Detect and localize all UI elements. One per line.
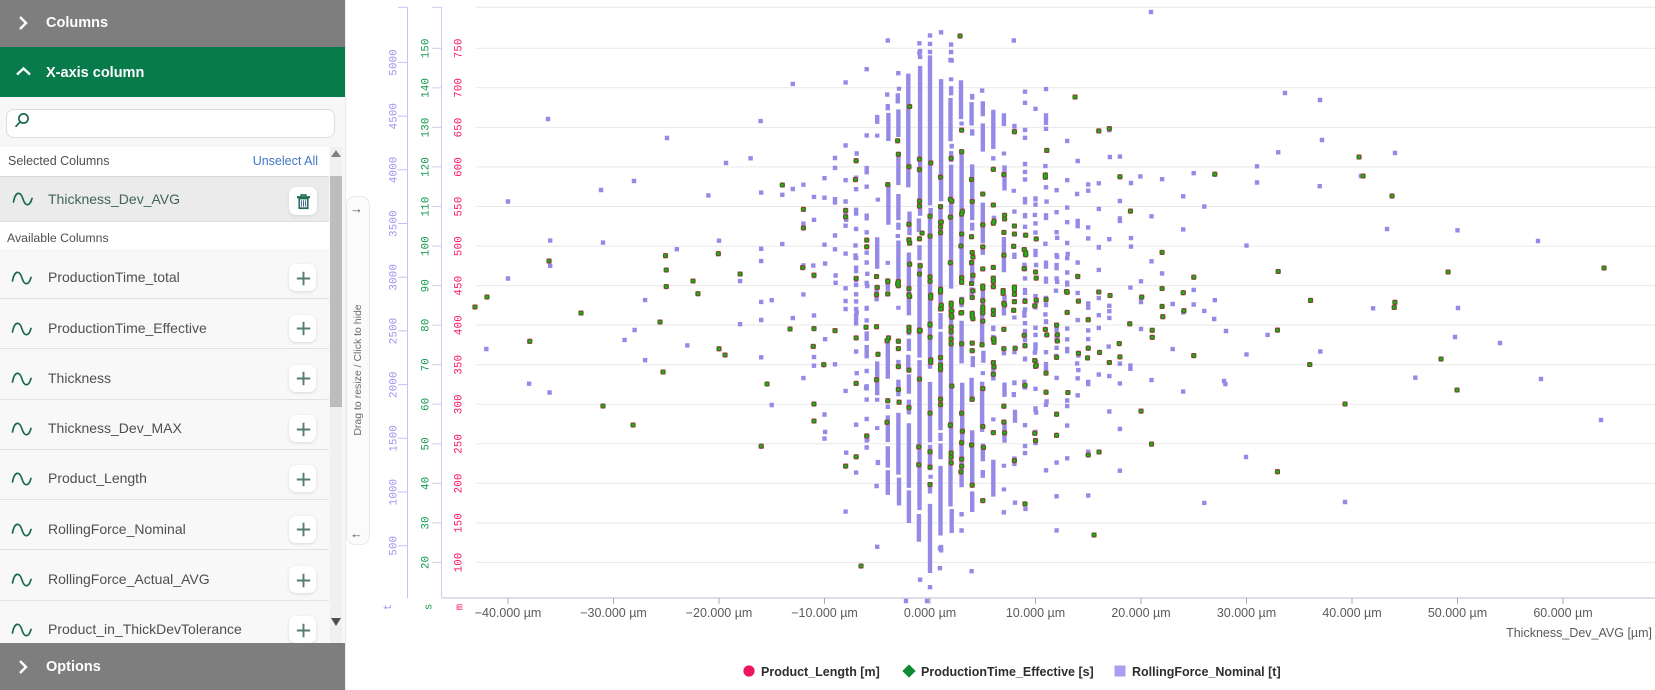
svg-text:30.000 µm: 30.000 µm <box>1217 606 1276 620</box>
svg-text:40.000 µm: 40.000 µm <box>1322 606 1381 620</box>
svg-text:130: 130 <box>421 117 433 137</box>
svg-text:150: 150 <box>454 513 466 533</box>
svg-text:−10.000 µm: −10.000 µm <box>791 606 858 620</box>
svg-text:20.000 µm: 20.000 µm <box>1111 606 1170 620</box>
svg-text:50: 50 <box>421 437 433 450</box>
svg-text:350: 350 <box>454 355 466 375</box>
svg-text:90: 90 <box>421 279 433 292</box>
svg-text:650: 650 <box>454 117 466 137</box>
svg-text:t: t <box>383 604 395 610</box>
svg-text:140: 140 <box>421 78 433 98</box>
svg-text:5000: 5000 <box>389 49 401 76</box>
svg-text:400: 400 <box>454 315 466 335</box>
svg-text:40: 40 <box>421 477 433 490</box>
svg-text:1500: 1500 <box>389 425 401 452</box>
svg-text:20: 20 <box>421 556 433 569</box>
svg-text:70: 70 <box>421 358 433 371</box>
svg-text:3000: 3000 <box>389 264 401 291</box>
svg-text:3500: 3500 <box>389 210 401 237</box>
svg-text:s: s <box>424 604 436 610</box>
svg-text:−20.000 µm: −20.000 µm <box>686 606 753 620</box>
svg-text:30: 30 <box>421 516 433 529</box>
svg-text:50.000 µm: 50.000 µm <box>1428 606 1487 620</box>
svg-text:250: 250 <box>454 434 466 454</box>
svg-text:100: 100 <box>421 236 433 256</box>
svg-text:4500: 4500 <box>389 103 401 130</box>
svg-text:60: 60 <box>421 398 433 411</box>
svg-text:1000: 1000 <box>389 479 401 506</box>
svg-text:2000: 2000 <box>389 371 401 398</box>
svg-text:ProductionTime_Effective [s]: ProductionTime_Effective [s] <box>921 665 1094 679</box>
svg-text:−30.000 µm: −30.000 µm <box>580 606 647 620</box>
svg-text:2500: 2500 <box>389 318 401 345</box>
svg-text:600: 600 <box>454 157 466 177</box>
svg-text:10.000 µm: 10.000 µm <box>1006 606 1065 620</box>
svg-text:110: 110 <box>421 197 433 217</box>
svg-text:500: 500 <box>389 536 401 556</box>
svg-text:m: m <box>455 604 467 610</box>
svg-text:500: 500 <box>454 236 466 256</box>
svg-text:750: 750 <box>454 38 466 58</box>
svg-text:4000: 4000 <box>389 156 401 183</box>
svg-text:Product_Length [m]: Product_Length [m] <box>761 665 880 679</box>
svg-text:120: 120 <box>421 157 433 177</box>
svg-text:700: 700 <box>454 78 466 98</box>
svg-text:RollingForce_Nominal [t]: RollingForce_Nominal [t] <box>1132 665 1281 679</box>
svg-text:Thickness_Dev_AVG [µm]: Thickness_Dev_AVG [µm] <box>1506 626 1652 640</box>
svg-text:150: 150 <box>421 38 433 58</box>
svg-text:300: 300 <box>454 394 466 414</box>
svg-text:200: 200 <box>454 473 466 493</box>
svg-text:60.000 µm: 60.000 µm <box>1533 606 1592 620</box>
svg-text:80: 80 <box>421 318 433 331</box>
svg-text:450: 450 <box>454 276 466 296</box>
svg-text:0.000 µm: 0.000 µm <box>904 606 956 620</box>
svg-text:550: 550 <box>454 197 466 217</box>
svg-text:−40.000 µm: −40.000 µm <box>475 606 542 620</box>
svg-text:100: 100 <box>454 552 466 572</box>
